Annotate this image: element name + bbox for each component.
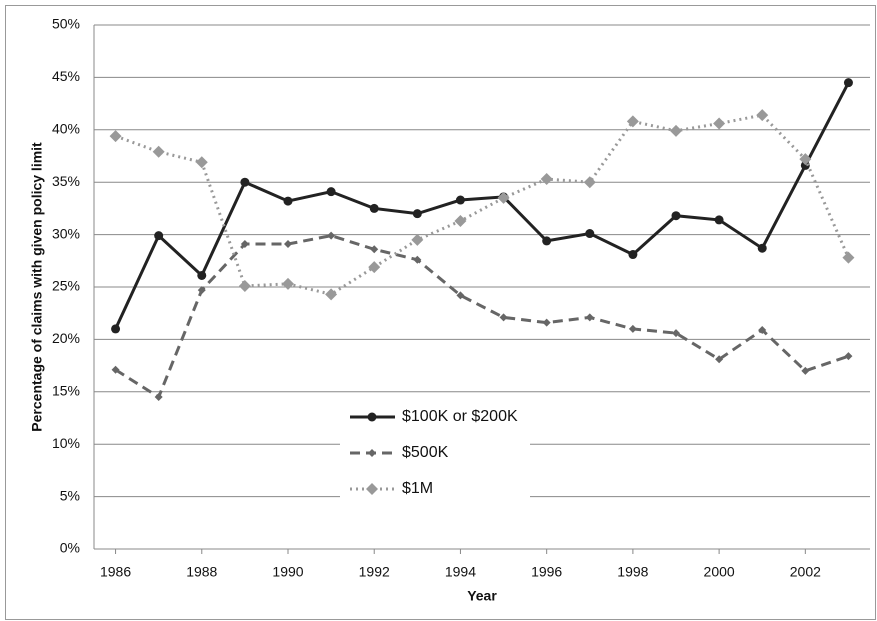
y-tick-label: 45% xyxy=(52,68,80,84)
point xyxy=(626,115,639,128)
y-tick-label: 5% xyxy=(60,487,80,503)
point xyxy=(411,233,424,246)
point xyxy=(369,203,379,213)
point xyxy=(800,160,810,170)
y-tick-label: 20% xyxy=(52,330,80,346)
point xyxy=(154,393,163,402)
point xyxy=(756,109,769,122)
point xyxy=(283,196,293,206)
y-tick-label: 15% xyxy=(52,383,80,399)
point xyxy=(540,173,553,186)
point xyxy=(370,245,379,254)
frame xyxy=(5,5,876,620)
series-line xyxy=(114,234,849,400)
series-line xyxy=(114,81,850,330)
x-tick-label: 2002 xyxy=(790,564,821,580)
point xyxy=(111,324,121,334)
point xyxy=(412,209,422,219)
point xyxy=(455,195,465,205)
point xyxy=(197,270,207,280)
point xyxy=(801,366,810,375)
point xyxy=(325,288,338,301)
series-line xyxy=(115,113,850,296)
point xyxy=(154,231,164,241)
legend-label: $100K or $200K xyxy=(402,408,518,425)
y-tick-label: 50% xyxy=(52,16,80,32)
legend-label: $500K xyxy=(402,444,449,461)
legend-marker xyxy=(366,483,378,495)
x-tick-label: 1988 xyxy=(186,564,217,580)
point xyxy=(672,329,680,338)
point xyxy=(197,286,206,295)
point xyxy=(715,355,724,364)
x-tick-label: 1994 xyxy=(445,564,476,580)
point xyxy=(413,255,422,264)
x-axis-title: Year xyxy=(467,588,497,604)
y-tick-label: 0% xyxy=(60,540,80,556)
point xyxy=(628,250,638,260)
point xyxy=(585,229,595,239)
legend-label: $1M xyxy=(402,480,433,497)
x-tick-label: 2000 xyxy=(704,564,735,580)
point xyxy=(282,277,294,290)
y-axis-title: Percentage of claims with given policy l… xyxy=(29,142,45,432)
point xyxy=(843,78,853,88)
point xyxy=(583,176,596,189)
legend-marker xyxy=(368,449,376,457)
y-tick-label: 35% xyxy=(52,173,80,189)
point xyxy=(542,318,551,327)
point xyxy=(152,145,165,158)
point xyxy=(714,215,724,225)
point xyxy=(240,177,250,187)
x-tick-label: 1986 xyxy=(100,564,131,580)
y-tick-label: 30% xyxy=(52,225,80,241)
point xyxy=(454,214,467,227)
point xyxy=(111,365,120,374)
point xyxy=(713,117,726,130)
x-tick-label: 1990 xyxy=(272,564,303,580)
point xyxy=(195,156,208,169)
point xyxy=(757,243,767,253)
point xyxy=(585,313,594,322)
point xyxy=(842,251,855,264)
point xyxy=(758,325,767,334)
legend-marker xyxy=(367,412,377,422)
point xyxy=(238,279,251,292)
point xyxy=(671,211,681,221)
point xyxy=(327,231,336,240)
y-tick-label: 10% xyxy=(52,435,80,451)
point xyxy=(284,240,292,249)
point xyxy=(497,191,510,204)
point xyxy=(368,261,381,274)
point xyxy=(844,352,853,361)
x-tick-label: 1992 xyxy=(359,564,390,580)
point xyxy=(240,240,249,249)
point xyxy=(499,313,508,322)
point xyxy=(542,236,552,246)
legend: $100K or $200K $500K $1M xyxy=(340,395,530,510)
x-tick-label: 1996 xyxy=(531,564,562,580)
point xyxy=(670,124,682,137)
y-tick-label: 25% xyxy=(52,278,80,294)
x-tick-label: 1998 xyxy=(617,564,648,580)
point xyxy=(628,324,637,333)
point xyxy=(326,187,336,197)
point xyxy=(799,153,812,166)
point xyxy=(456,291,465,300)
y-tick-label: 40% xyxy=(52,121,80,137)
point xyxy=(109,130,122,143)
